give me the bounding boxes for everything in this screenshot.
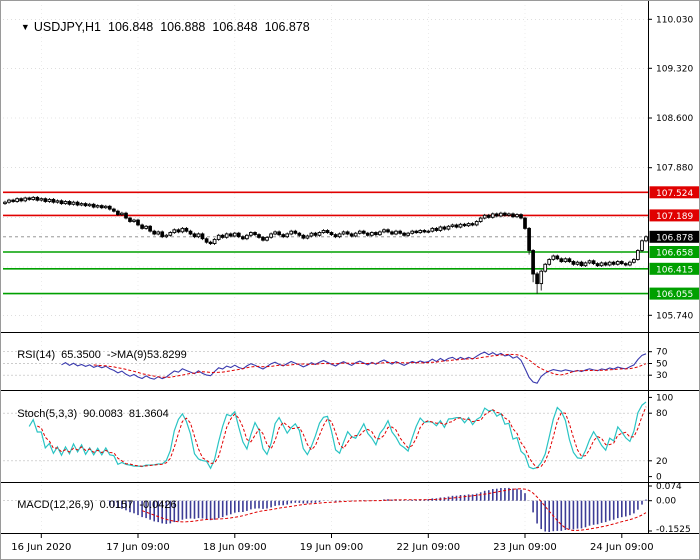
svg-text:24 Jun 09:00: 24 Jun 09:00 xyxy=(590,542,654,553)
svg-text:105.740: 105.740 xyxy=(656,311,693,321)
svg-text:106.055: 106.055 xyxy=(656,290,693,300)
svg-text:106.658: 106.658 xyxy=(656,249,693,259)
price-scale[interactable] xyxy=(649,1,699,534)
time-scale[interactable] xyxy=(1,534,699,559)
svg-text:107.524: 107.524 xyxy=(656,189,693,199)
rsi-value: 65.3500 xyxy=(61,349,101,361)
svg-text:23 Jun 09:00: 23 Jun 09:00 xyxy=(493,542,557,553)
svg-text:109.320: 109.320 xyxy=(656,64,693,74)
rsi-name: RSI(14) xyxy=(17,349,56,361)
stoch-k-value: 90.0083 xyxy=(83,408,123,420)
rsi-ma-value: 53.8299 xyxy=(146,349,187,361)
stoch-name: Stoch(5,3,3) xyxy=(17,408,78,420)
svg-text:0.074: 0.074 xyxy=(656,482,682,492)
svg-text:-0.1525: -0.1525 xyxy=(656,525,691,535)
svg-text:16 Jun 2020: 16 Jun 2020 xyxy=(11,542,71,553)
svg-text:0: 0 xyxy=(656,473,662,483)
stoch-d-value: 81.3604 xyxy=(128,408,169,420)
quote-open: 106.848 xyxy=(108,20,154,34)
quote-high: 106.888 xyxy=(160,20,206,34)
macd-signal-value: -0.0426 xyxy=(139,499,177,511)
collapse-icon[interactable]: ▼ xyxy=(20,22,30,32)
svg-text:100: 100 xyxy=(656,393,673,403)
svg-text:30: 30 xyxy=(656,371,668,381)
quote-close: 106.878 xyxy=(264,20,310,34)
svg-text:107.880: 107.880 xyxy=(656,164,693,174)
svg-text:106.415: 106.415 xyxy=(656,265,693,275)
svg-text:106.878: 106.878 xyxy=(656,233,693,243)
svg-text:70: 70 xyxy=(656,348,668,358)
svg-text:19 Jun 09:00: 19 Jun 09:00 xyxy=(300,542,364,553)
stoch-label: Stoch(5,3,3) 90.0083 81.3604 xyxy=(5,396,169,432)
symbol-title: USDJPY,H1 xyxy=(33,20,101,34)
rsi-label: RSI(14) 65.3500 ->MA(9)53.8299 xyxy=(5,337,187,373)
macd-main-value: 0.0157 xyxy=(99,499,134,511)
rsi-ma-label: ->MA(9) xyxy=(106,349,147,361)
symbol-header: ▼ USDJPY,H1 106.848 106.888 106.848 106.878 xyxy=(7,6,310,48)
svg-text:80: 80 xyxy=(656,409,668,419)
svg-text:20: 20 xyxy=(656,457,668,467)
svg-text:18 Jun 09:00: 18 Jun 09:00 xyxy=(203,542,267,553)
macd-label: MACD(12,26,9) 0.0157 -0.0426 xyxy=(5,487,177,523)
quote-low: 106.848 xyxy=(212,20,258,34)
svg-text:0.00: 0.00 xyxy=(656,497,676,507)
svg-text:107.189: 107.189 xyxy=(656,212,693,222)
svg-text:108.600: 108.600 xyxy=(656,114,693,124)
svg-text:110.030: 110.030 xyxy=(656,15,693,25)
svg-text:50: 50 xyxy=(656,360,668,370)
macd-name: MACD(12,26,9) xyxy=(17,499,94,511)
svg-text:17 Jun 09:00: 17 Jun 09:00 xyxy=(106,542,170,553)
svg-text:22 Jun 09:00: 22 Jun 09:00 xyxy=(397,542,461,553)
